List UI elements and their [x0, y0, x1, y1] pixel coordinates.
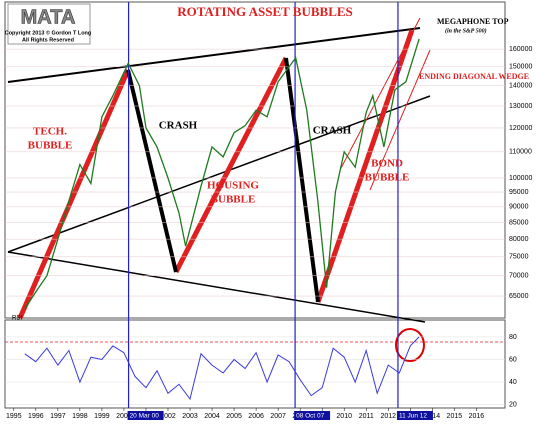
y-tick-label: 140000	[509, 83, 532, 90]
x-tick-label: 1997	[50, 413, 66, 420]
y-tick-label: 65000	[509, 293, 529, 300]
x-tick-label: 2002	[160, 413, 176, 420]
crash-line	[284, 57, 320, 303]
event-label: 08 Oct 07	[296, 413, 325, 420]
x-tick-label: 2000	[116, 413, 132, 420]
x-tick-label: 2005	[226, 413, 242, 420]
y-tick-label: 160000	[509, 46, 532, 53]
x-tick-label: 1998	[72, 413, 88, 420]
annotation: BUBBLE	[28, 140, 73, 152]
annotation: ENDING DIAGONAL WEDGE	[419, 72, 529, 81]
annotation: CRASH	[159, 120, 198, 132]
x-tick-label: 2010	[336, 413, 352, 420]
y-tick-label: 80000	[509, 236, 529, 243]
support-line	[7, 95, 431, 253]
x-tick-label: 2012	[380, 413, 396, 420]
copyright: All Rights Reserved	[22, 37, 74, 43]
y-tick-label: 95000	[509, 189, 529, 196]
annotation: (in the S&P 500)	[445, 27, 487, 34]
rsi-panel	[4, 319, 506, 409]
rsi-label: RSI	[12, 316, 22, 322]
wedge-line	[369, 49, 431, 191]
x-tick-label: 2004	[204, 413, 220, 420]
x-tick-label: 2003	[182, 413, 198, 420]
annotation: TECH.	[33, 126, 67, 138]
logo-box	[7, 3, 91, 45]
y-tick-label: 85000	[509, 219, 529, 226]
y-tick-label: 150000	[509, 64, 532, 71]
copyright: Copyright 2013 © Gordon T Long	[5, 29, 92, 36]
price-line	[24, 38, 420, 310]
annotation: BUBBLE	[211, 194, 256, 206]
x-tick-label: 2006	[248, 413, 264, 420]
y-tick-label: 90000	[509, 204, 529, 211]
x-tick-label: 2011	[359, 413, 374, 420]
y-tick-label: 75000	[509, 254, 529, 261]
y-tick-label: 70000	[509, 273, 529, 280]
chart-title: ROTATING ASSET BUBBLES	[177, 4, 353, 19]
y-tick-label: 40	[509, 379, 517, 386]
x-tick-label: 1999	[94, 413, 110, 420]
megaphone-bottom	[7, 251, 426, 323]
y-tick-label: 120000	[509, 125, 532, 132]
y-tick-label: 80	[509, 334, 517, 341]
annotation: BOND	[371, 158, 403, 170]
event-tag	[294, 411, 331, 420]
annotation: HOUSING	[207, 180, 259, 192]
y-tick-label: 130000	[509, 103, 532, 110]
y-tick-label: 100000	[509, 175, 532, 182]
x-tick-label: 2016	[469, 413, 485, 420]
y-tick-label: 110000	[509, 149, 532, 156]
y-tick-label: 20	[509, 401, 517, 408]
megaphone-top	[7, 27, 421, 83]
trend-lines	[5, 17, 505, 362]
x-tick-label: 1995	[6, 413, 22, 420]
y-tick-label: 60	[509, 356, 517, 363]
rsi-line	[24, 336, 420, 401]
logo: MATA	[21, 6, 76, 28]
event-label: 11 Jun 12	[399, 413, 427, 420]
event-tag	[127, 411, 164, 420]
event-label: 20 Mar 00	[130, 413, 160, 420]
annotation: BUBBLE	[365, 172, 410, 184]
x-tick-label: 2015	[447, 413, 463, 420]
x-tick-label: 2007	[270, 413, 286, 420]
housing-bubble-line	[173, 56, 289, 274]
event-tag	[396, 411, 433, 420]
rsi-highlight	[395, 328, 425, 362]
crash-line	[126, 69, 178, 273]
tech-bubble-line	[17, 69, 131, 319]
x-tick-label: 1996	[28, 413, 44, 420]
annotation: CRASH	[313, 125, 352, 137]
annotation: MEGAPHONE TOP	[437, 17, 509, 26]
marks: 65000 70000 75000 80000 85000 90000 95000 10000…	[5, 2, 532, 420]
wedge-line	[339, 17, 421, 171]
